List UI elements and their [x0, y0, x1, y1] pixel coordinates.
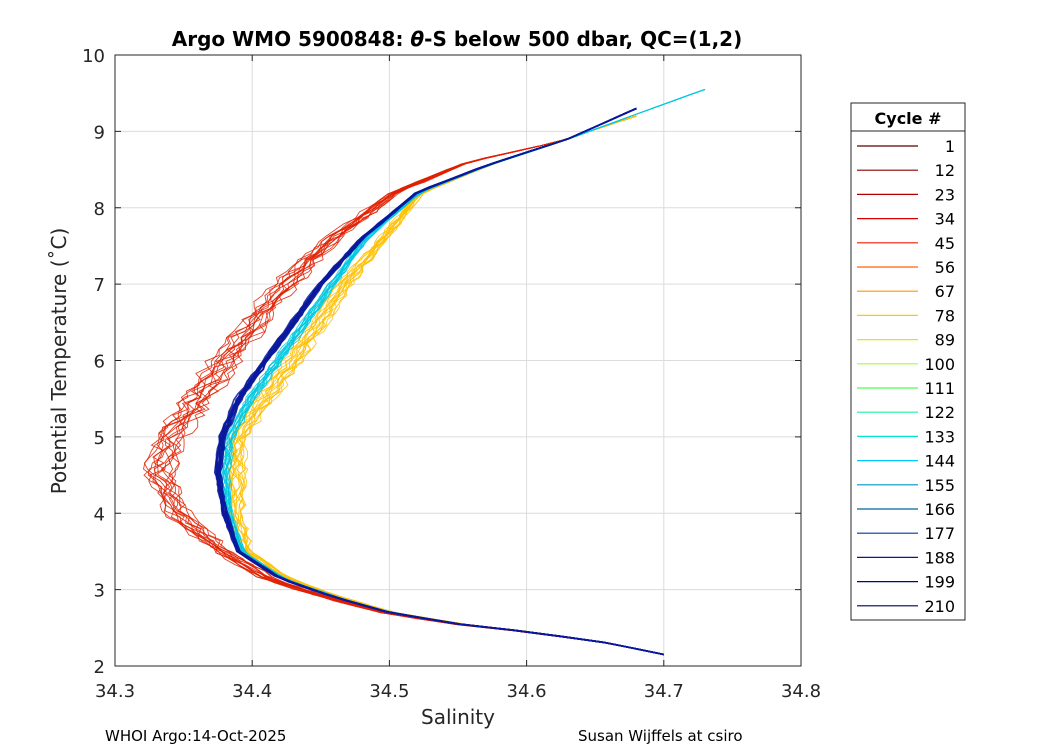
- legend-label: 1: [945, 137, 955, 156]
- x-tick-label: 34.5: [369, 681, 409, 702]
- profile-line: [167, 115, 664, 655]
- legend-label: 56: [935, 258, 955, 277]
- legend-label: 34: [935, 210, 955, 229]
- axis-ticks: 34.3 34.4 34.5 34.6 34.7 34.8 2 3 4 5 6 7 8 9 10: [82, 46, 821, 702]
- legend-box: [850, 102, 966, 621]
- profile-line: [165, 115, 664, 655]
- legend-label: 210: [924, 597, 955, 616]
- legend-label: 133: [924, 427, 955, 446]
- series-0: [142, 115, 664, 655]
- legend-label: 155: [924, 476, 955, 495]
- x-tick-label: 34.4: [232, 681, 272, 702]
- legend-label: 122: [924, 403, 955, 422]
- x-tick-label: 34.6: [507, 681, 547, 702]
- profile-line: [170, 115, 664, 655]
- data-series: [142, 88, 706, 656]
- profile-line: [237, 115, 664, 655]
- legend: Cycle # 1 12 23 34 45 56 67 78 89 100 111 122 133 144…: [850, 102, 966, 621]
- series-1: [225, 115, 664, 655]
- legend-items: 1 12 23 34 45 56 67 78 89 100 111 122 133 144 155 166 17…: [857, 137, 955, 616]
- y-axis-label: Potential Temperature (˚C): [47, 228, 71, 495]
- y-tick-label: 8: [94, 199, 105, 220]
- legend-label: 199: [924, 573, 955, 592]
- x-tick-label: 34.8: [781, 681, 821, 702]
- y-tick-label: 2: [94, 657, 105, 678]
- legend-label: 23: [935, 185, 955, 204]
- legend-label: 67: [935, 282, 955, 301]
- y-tick-label: 3: [94, 581, 105, 602]
- x-axis-label: Salinity: [421, 705, 495, 729]
- legend-title: Cycle #: [875, 109, 942, 128]
- footer-left: WHOI Argo:14-Oct-2025: [105, 727, 286, 745]
- legend-label: 144: [924, 452, 955, 471]
- profile-line: [219, 107, 664, 656]
- legend-label: 177: [924, 524, 955, 543]
- legend-label: 111: [924, 379, 955, 398]
- footer-right: Susan Wijffels at csiro: [578, 727, 743, 745]
- legend-label: 188: [924, 548, 955, 567]
- x-tick-label: 34.7: [644, 681, 684, 702]
- legend-label: 45: [935, 234, 955, 253]
- legend-label: 100: [924, 355, 955, 374]
- chart-title: Argo WMO 5900848: θ-S below 500 dbar, QC…: [172, 27, 742, 51]
- y-tick-label: 4: [94, 504, 105, 525]
- y-tick-label: 6: [94, 352, 105, 373]
- y-tick-label: 10: [82, 46, 105, 67]
- legend-label: 89: [935, 331, 955, 350]
- x-tick-label: 34.3: [95, 681, 135, 702]
- legend-label: 78: [935, 306, 955, 325]
- y-tick-label: 7: [94, 275, 105, 296]
- y-tick-label: 9: [94, 122, 105, 143]
- y-tick-label: 5: [94, 428, 105, 449]
- series-3: [213, 107, 664, 656]
- profile-line: [239, 115, 664, 655]
- legend-label: 12: [935, 161, 955, 180]
- legend-label: 166: [924, 500, 955, 519]
